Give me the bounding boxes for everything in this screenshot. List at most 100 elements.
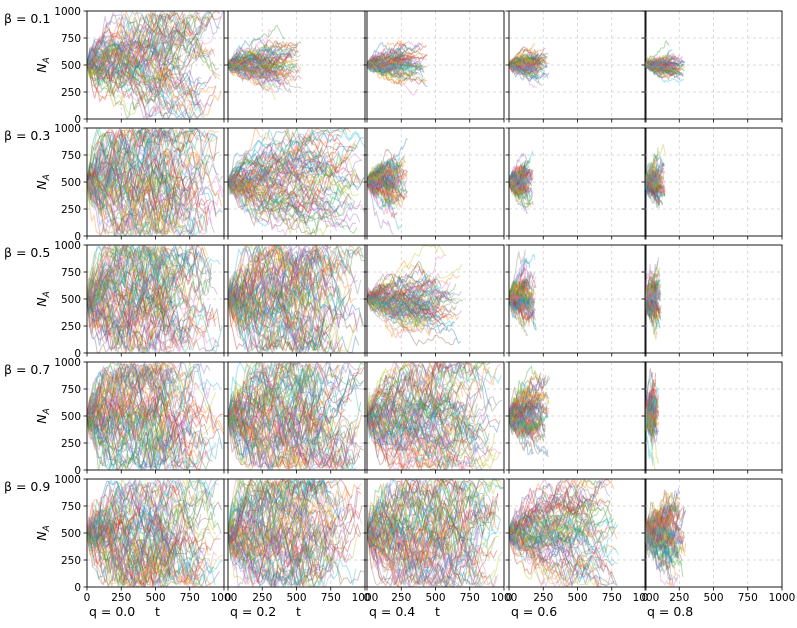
trajectory-line — [645, 516, 683, 561]
trajectory-line — [509, 52, 549, 72]
trajectory-line — [87, 385, 169, 434]
trajectory-line — [509, 180, 524, 200]
trajectory-line — [509, 504, 593, 550]
trajectory-line — [509, 293, 526, 319]
trajectory-line — [367, 396, 486, 445]
trajectory-line — [509, 64, 538, 89]
trajectory-line — [228, 369, 345, 438]
trajectory-line — [228, 245, 322, 307]
trajectory-line — [228, 42, 282, 71]
trajectory-line — [228, 532, 334, 587]
trajectory-line — [509, 178, 527, 201]
trajectory-line — [367, 282, 427, 316]
trajectory-line — [509, 516, 573, 562]
trajectory-line — [228, 479, 310, 568]
trajectory-line — [228, 261, 347, 324]
trajectory-line — [509, 177, 529, 193]
trajectory-line — [645, 403, 655, 438]
trajectory-line — [645, 292, 660, 314]
trajectory-line — [87, 41, 203, 97]
trajectory-line — [509, 414, 536, 432]
trajectory-line — [509, 508, 613, 574]
trajectory-line — [87, 411, 189, 470]
trajectory-line — [509, 519, 618, 543]
trajectory-line — [509, 46, 537, 66]
trajectory-line — [87, 40, 217, 110]
trajectory-line — [509, 532, 602, 574]
trajectory-line — [645, 402, 654, 425]
trajectory-line — [87, 38, 170, 87]
trajectory-line — [509, 62, 541, 76]
trajectory-line — [509, 177, 533, 191]
trajectory-line — [509, 292, 528, 314]
trajectory-line — [509, 170, 533, 191]
trajectory-line — [645, 522, 685, 552]
trajectory-line — [509, 253, 536, 301]
trajectory-line — [228, 245, 323, 353]
trajectory-line — [87, 480, 215, 573]
trajectory-line — [645, 386, 659, 424]
trajectory-line — [367, 53, 402, 69]
trajectory-line — [87, 385, 207, 470]
trajectory-line — [645, 501, 677, 535]
trajectory-line — [367, 364, 447, 425]
trajectory-line — [645, 286, 658, 304]
trajectory-line — [87, 391, 209, 436]
trajectory-line — [509, 175, 526, 185]
trajectory-line — [509, 158, 531, 183]
trajectory-line — [645, 511, 686, 541]
trajectory-line — [645, 62, 671, 75]
trajectory-line — [509, 293, 530, 311]
trajectory-line — [645, 57, 677, 66]
trajectory-line — [87, 532, 179, 587]
trajectory-line — [228, 28, 272, 66]
trajectory-line — [509, 169, 528, 189]
trajectory-line — [645, 55, 669, 67]
trajectory-line — [367, 170, 403, 192]
trajectory-line — [87, 362, 217, 424]
trajectory-line — [367, 56, 424, 72]
trajectory-line — [645, 515, 674, 547]
y-tick-label: 500 — [61, 528, 81, 540]
trajectory-line — [87, 515, 167, 583]
trajectory-line — [367, 362, 479, 423]
trajectory-line — [228, 296, 332, 353]
trajectory-line — [509, 167, 533, 187]
trajectory-line — [228, 513, 357, 587]
trajectory-line — [645, 407, 657, 431]
trajectory-line — [228, 245, 354, 330]
trajectory-line — [367, 295, 433, 320]
trajectory-line — [228, 379, 360, 446]
trajectory-line — [367, 281, 433, 308]
trajectory-line — [228, 154, 320, 189]
trajectory-line — [645, 59, 685, 73]
trajectory-line — [645, 397, 658, 426]
y-tick-label: 250 — [61, 555, 81, 567]
trajectory-line — [228, 166, 326, 195]
x-tick-label: 750 — [460, 592, 480, 604]
trajectory-line — [367, 391, 476, 446]
trajectory-line — [228, 174, 355, 212]
trajectory-line — [509, 295, 535, 321]
trajectory-line — [645, 60, 680, 69]
trajectory-line — [228, 296, 325, 353]
trajectory-line — [228, 150, 360, 197]
trajectory-line — [87, 479, 217, 545]
trajectory-line — [228, 399, 355, 470]
trajectory-line — [367, 166, 408, 194]
trajectory-line — [509, 401, 534, 422]
trajectory-line — [367, 281, 452, 301]
trajectory-line — [228, 479, 337, 556]
trajectory-line — [645, 391, 657, 421]
trajectory-line — [367, 170, 403, 188]
trajectory-line — [367, 59, 424, 78]
trajectory-line — [228, 521, 328, 587]
trajectory-line — [87, 367, 169, 421]
trajectory-line — [367, 384, 503, 453]
trajectory-line — [509, 517, 572, 558]
trajectory-line — [367, 294, 457, 326]
trajectory-line — [367, 282, 452, 319]
y-tick-label: 250 — [61, 438, 81, 450]
trajectory-line — [367, 160, 400, 185]
